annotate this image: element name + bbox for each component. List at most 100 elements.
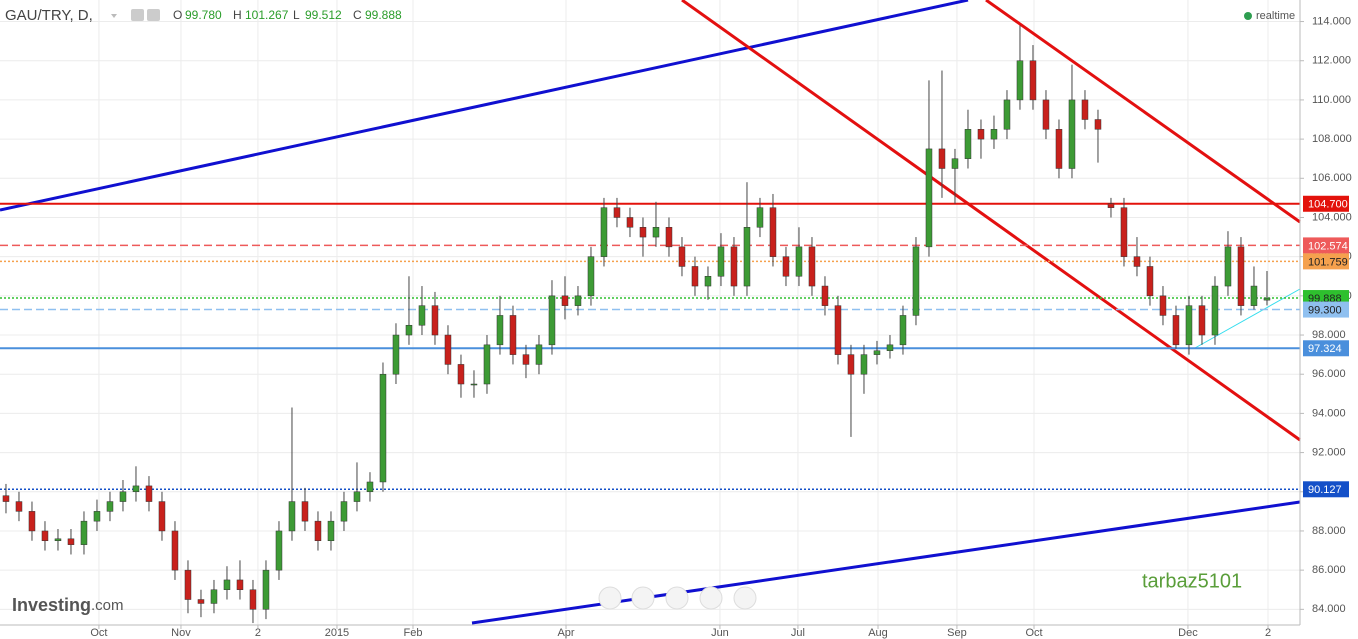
y-tick-label: 106.000 <box>1312 172 1352 184</box>
level-label: 90.127 <box>1308 484 1342 496</box>
trendline <box>471 500 1301 625</box>
candle-body <box>548 295 556 346</box>
candle-body <box>847 354 855 375</box>
candle-body <box>925 148 933 248</box>
candle-body <box>717 246 725 277</box>
candle-body <box>1185 305 1193 346</box>
candle-body <box>730 246 738 287</box>
candle-body <box>964 129 972 159</box>
candle-body <box>210 589 218 604</box>
candle-body <box>860 354 868 375</box>
level-label: 102.574 <box>1308 240 1348 252</box>
candle-body <box>912 246 920 316</box>
level-label: 104.700 <box>1308 199 1348 211</box>
levels <box>0 202 1300 491</box>
y-tick-label: 110.000 <box>1312 94 1351 106</box>
candle-body <box>28 511 36 532</box>
candle-body <box>951 158 959 169</box>
candle-body <box>366 481 374 493</box>
candle-body <box>990 129 998 140</box>
candle-body <box>886 344 894 351</box>
level-tag <box>1303 253 1349 270</box>
candle-body <box>431 305 439 336</box>
ohlc-value: 99.780 <box>185 8 222 22</box>
x-tick-label: 2 <box>1265 627 1271 639</box>
candle-body <box>821 285 829 306</box>
trendline <box>985 0 1301 224</box>
level-label: 97.324 <box>1308 343 1342 355</box>
nav-button[interactable] <box>699 586 723 610</box>
candle-body <box>249 589 257 610</box>
nav-button[interactable] <box>665 586 689 610</box>
candle-body <box>1042 99 1050 130</box>
candle-body <box>145 485 153 502</box>
candle-body <box>613 207 621 218</box>
candle-body <box>938 148 946 169</box>
y-tick-label: 86.000 <box>1312 564 1346 576</box>
candle-body <box>574 295 582 306</box>
ohlc-key: H <box>233 8 242 22</box>
level-tag <box>1303 481 1349 498</box>
level-tag <box>1303 195 1349 212</box>
x-tick-label: Dec <box>1178 627 1198 639</box>
icon-button[interactable] <box>147 9 160 21</box>
candle-body <box>301 501 309 522</box>
trendline <box>1194 288 1301 349</box>
candle-body <box>808 246 816 287</box>
ohlc: O 99.780 H 101.267 L 99.512 C 99.888 <box>173 8 402 22</box>
candle-body <box>1198 305 1206 336</box>
candle-body <box>522 354 530 365</box>
candle-body <box>496 315 504 346</box>
level-tag <box>1303 237 1349 254</box>
candle-body <box>54 538 62 542</box>
candle-body <box>184 569 192 600</box>
ohlc-value: 99.888 <box>365 8 402 22</box>
nav-button[interactable] <box>733 586 757 610</box>
nav-button[interactable] <box>631 586 655 610</box>
candle-body <box>418 305 426 326</box>
level-tag <box>1303 301 1349 318</box>
x-tick-label: Apr <box>557 627 574 639</box>
level-label: 101.759 <box>1308 256 1348 268</box>
candle-body <box>340 501 348 522</box>
candle-body <box>80 520 88 545</box>
y-tick-label: 112.000 <box>1312 55 1351 67</box>
candle-body <box>704 276 712 287</box>
candle-body <box>1055 129 1063 169</box>
candle-body <box>1237 246 1245 306</box>
candle-body <box>1107 203 1115 208</box>
brand: Investing.com <box>12 595 124 615</box>
candle-body <box>509 315 517 355</box>
icon-button[interactable] <box>131 9 144 21</box>
x-tick-label: Nov <box>171 627 191 639</box>
candle-body <box>288 501 296 532</box>
level-tag <box>1303 340 1349 357</box>
candle-body <box>405 324 413 336</box>
candle-body <box>639 227 647 238</box>
y-tick-label: 114.000 <box>1312 15 1351 27</box>
trendline <box>681 0 1301 442</box>
y-tick-label: 96.000 <box>1312 368 1346 380</box>
candle-body <box>223 579 231 590</box>
candle-body <box>1224 246 1232 287</box>
candle-body <box>678 246 686 267</box>
y-tick-label: 98.000 <box>1312 329 1346 341</box>
candle-body <box>1159 295 1167 316</box>
x-tick-label: Sep <box>947 627 967 639</box>
y-tick-label: 92.000 <box>1312 446 1346 458</box>
nav-button[interactable] <box>598 586 622 610</box>
candle-body <box>1068 99 1076 169</box>
candle-body <box>236 579 244 590</box>
candle-body <box>470 383 478 386</box>
candle-body <box>756 207 764 228</box>
candle-body <box>782 256 790 277</box>
candle-body <box>93 511 101 522</box>
candle-body <box>158 501 166 532</box>
ohlc-key: L <box>293 8 300 22</box>
candle-body <box>665 227 673 248</box>
dropdown[interactable] <box>111 14 117 18</box>
status: realtime <box>1256 10 1295 22</box>
candle-body <box>106 501 114 512</box>
candle-body <box>652 227 660 238</box>
